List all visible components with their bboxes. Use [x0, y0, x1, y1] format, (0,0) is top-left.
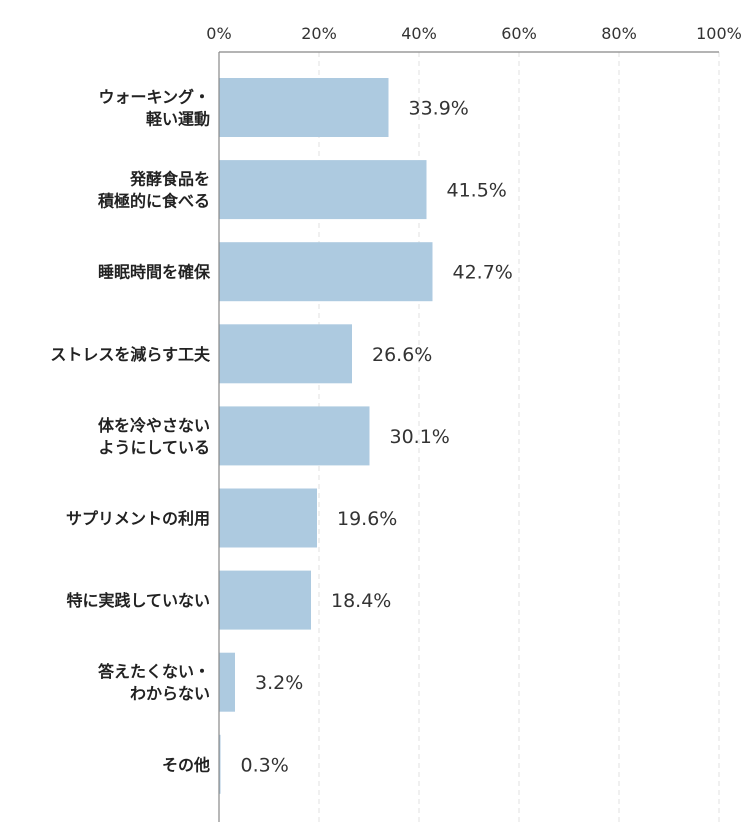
bar [219, 78, 389, 137]
category-label-line: ようにしている [98, 438, 210, 457]
data-label: 3.2% [255, 672, 303, 694]
data-label: 18.4% [331, 590, 391, 612]
category-label-line: 睡眠時間を確保 [98, 263, 211, 282]
bar [219, 734, 221, 794]
category-label-line: 積極的に食べる [97, 192, 210, 211]
category-label: ウォーキング・軽い運動 [98, 88, 210, 129]
category-label-line: 発酵食品を [129, 170, 210, 189]
category-label-line: 軽い運動 [146, 110, 210, 129]
category-label-line: 体を冷やさない [98, 416, 210, 435]
data-label: 41.5% [447, 180, 507, 202]
bar [219, 324, 352, 384]
data-label: 33.9% [409, 98, 469, 120]
category-label: サプリメントの利用 [66, 509, 210, 528]
category-label-line: ストレスを減らす工夫 [50, 345, 211, 364]
bar [219, 406, 370, 466]
x-tick-label: 100% [696, 24, 742, 43]
category-label-line: その他 [162, 755, 210, 774]
category-label: 特に実践していない [66, 591, 210, 610]
x-tick-label: 40% [401, 24, 437, 43]
category-label-line: 答えたくない・ [98, 662, 210, 681]
bar [219, 242, 433, 302]
x-tick-label: 80% [601, 24, 637, 43]
data-label: 42.7% [453, 262, 513, 284]
bar [219, 488, 317, 548]
category-label: 体を冷やさないようにしている [98, 416, 210, 457]
data-label: 30.1% [390, 426, 450, 448]
data-label: 19.6% [337, 508, 397, 530]
x-tick-label: 20% [301, 24, 337, 43]
category-label: 発酵食品を積極的に食べる [97, 170, 210, 211]
category-label: その他 [162, 755, 210, 774]
bar [219, 570, 311, 630]
data-label: 0.3% [241, 754, 289, 776]
category-label: ストレスを減らす工夫 [50, 345, 211, 364]
category-label-line: わからない [130, 684, 210, 703]
category-label-line: ウォーキング・ [98, 88, 210, 107]
category-label-line: サプリメントの利用 [66, 509, 210, 528]
x-tick-label: 0% [206, 24, 231, 43]
category-label: 答えたくない・わからない [98, 662, 210, 703]
category-label-line: 特に実践していない [66, 591, 210, 610]
bar [219, 652, 235, 712]
data-label: 26.6% [372, 344, 432, 366]
bar [219, 160, 427, 220]
x-tick-label: 60% [501, 24, 537, 43]
category-label: 睡眠時間を確保 [98, 263, 211, 282]
